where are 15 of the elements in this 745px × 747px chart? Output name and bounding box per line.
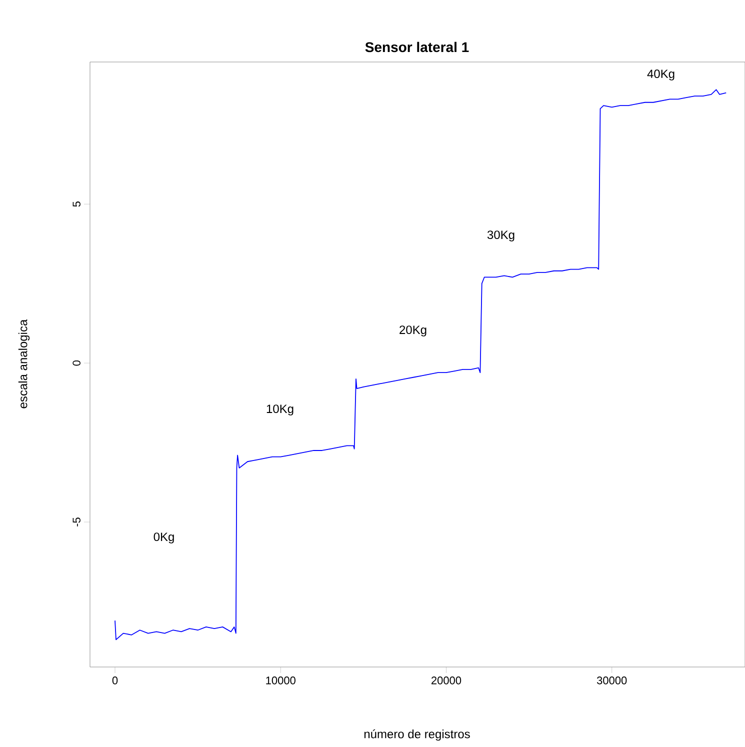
x-tick-label: 10000 xyxy=(266,676,296,684)
annotation: 0Kg xyxy=(154,532,174,544)
x-tick-label: 0 xyxy=(112,676,118,684)
annotation: 30Kg xyxy=(487,230,514,242)
y-tick-label: 5 xyxy=(72,202,80,207)
y-axis-title: escala analogica xyxy=(18,319,30,408)
y-tick-label: -5 xyxy=(72,518,80,526)
annotation: 40Kg xyxy=(647,70,674,80)
x-tick-label: 20000 xyxy=(431,676,462,684)
x-axis-title: número de registros xyxy=(364,729,470,741)
y-tick-label: 0 xyxy=(72,360,80,366)
chart-title: Sensor lateral 1 xyxy=(365,42,469,52)
x-tick-label: 30000 xyxy=(596,676,627,684)
annotation: 10Kg xyxy=(266,404,294,416)
annotation: 20Kg xyxy=(400,326,426,336)
